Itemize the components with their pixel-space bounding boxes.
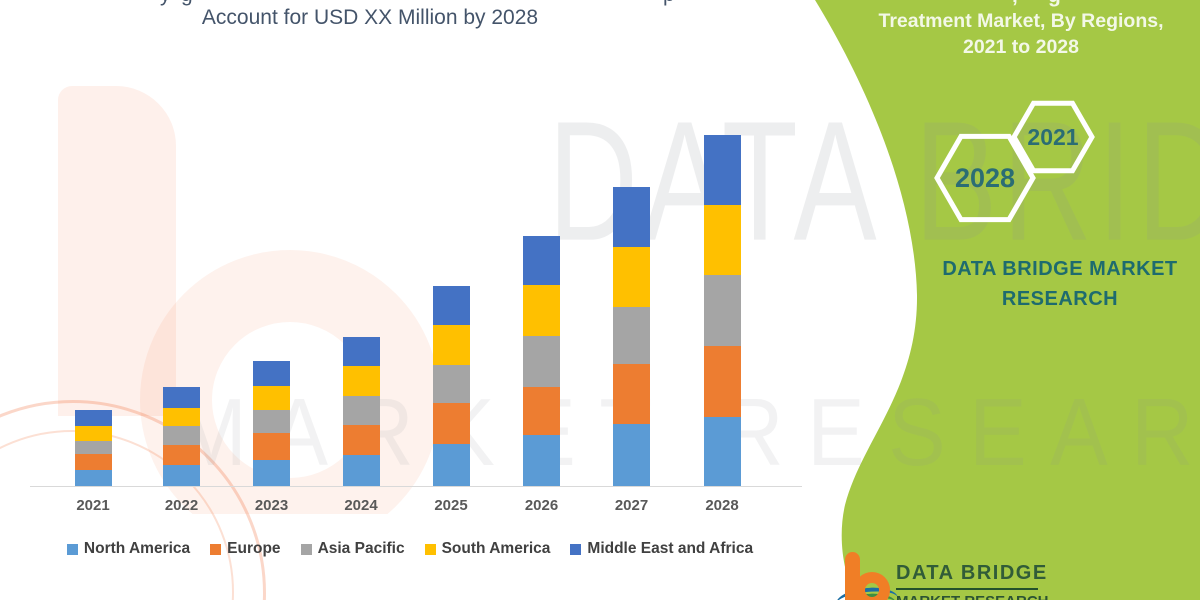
bar-segment-2026-europe [523, 387, 560, 435]
bar-segment-2023-europe [253, 433, 290, 460]
legend-swatch-icon [424, 543, 436, 555]
bar-segment-2024-north-america [342, 455, 380, 486]
bar-segment-2026-north-america [523, 435, 560, 486]
legend-swatch-icon [66, 543, 78, 555]
chart-title: Account for USD XX Million by 2028 [201, 6, 539, 29]
legend-item-middle-east-and-africa: Middle East and Africa [570, 540, 753, 558]
bar-segment-2028-europe [703, 346, 741, 417]
brand-text-line1: DATA BRIDGE MARKET [942, 258, 1178, 280]
bar-segment-2024-asia-pacific [342, 396, 380, 425]
bar-segment-2022-europe [163, 445, 200, 465]
legend-item-europe: Europe [210, 540, 281, 558]
clipped-title-fragment: g [181, 0, 193, 5]
legend-label: North America [83, 540, 191, 557]
legend-label: Europe [227, 540, 281, 557]
x-axis-label-2023: 2023 [254, 497, 289, 514]
side-panel-heading-line2: 2021 to 2028 [962, 36, 1079, 58]
bar-segment-2021-middle-east-and-africa [74, 410, 112, 426]
footer-brand-underline [896, 588, 1038, 590]
legend-swatch-icon [210, 543, 222, 555]
bar-segment-2021-asia-pacific [74, 441, 112, 454]
bar-segment-2023-asia-pacific [253, 410, 290, 433]
bar-segment-2027-south-america [613, 247, 650, 307]
side-panel-heading: Treatment Market, By Regions, 2021 to 20… [856, 8, 1186, 60]
bar-segment-2024-europe [342, 425, 380, 455]
bar-segment-2021-north-america [74, 470, 112, 486]
hexagon-2028-outline [934, 133, 1036, 223]
legend-label: Asia Pacific [317, 540, 405, 557]
legend-label: South America [441, 540, 551, 557]
bar-segment-2027-north-america [613, 424, 650, 486]
x-axis-label-2026: 2026 [524, 497, 559, 514]
bar-segment-2022-south-america [163, 408, 200, 426]
clipped-panel-heading-fragment: , [1012, 0, 1018, 6]
bar-segment-2025-south-america [432, 325, 470, 365]
footer-brand-name: DATA BRIDGE [896, 562, 1048, 584]
x-axis-line [30, 486, 802, 487]
bar-segment-2023-middle-east-and-africa [253, 361, 290, 386]
clipped-title-fragment: y [160, 0, 171, 5]
legend-item-north-america: North America [66, 540, 191, 558]
bar-segment-2027-middle-east-and-africa [613, 187, 650, 247]
footer-brand-line2-clipped: MARKET RESEARCH [896, 593, 1096, 600]
bar-segment-2025-asia-pacific [432, 365, 470, 403]
brand-text: DATA BRIDGE MARKET RESEARCH [920, 254, 1200, 314]
x-axis-label-2025: 2025 [434, 497, 468, 514]
bar-segment-2028-north-america [703, 417, 741, 486]
bar-segment-2025-middle-east-and-africa [432, 286, 470, 325]
bar-segment-2022-north-america [163, 465, 200, 486]
bar-segment-2021-south-america [74, 426, 112, 441]
bar-segment-2025-north-america [432, 444, 470, 486]
legend-item-south-america: South America [424, 540, 551, 558]
bar-segment-2023-north-america [253, 460, 290, 486]
clipped-panel-heading-fragment: g [1048, 0, 1061, 6]
legend-swatch-icon [300, 543, 312, 555]
side-panel-heading-line1: Treatment Market, By Regions, [878, 10, 1164, 32]
bar-segment-2028-south-america [703, 205, 741, 275]
logo-b-icon [854, 572, 890, 600]
x-axis-label-2027: 2027 [614, 497, 649, 514]
bar-segment-2027-europe [613, 364, 650, 424]
x-axis-label-2024: 2024 [344, 497, 378, 514]
x-axis-label-2021: 2021 [76, 497, 110, 514]
x-axis-label-2028: 2028 [705, 497, 739, 514]
clipped-title-fragment: p [663, 0, 675, 5]
bar-segment-2023-south-america [253, 386, 290, 410]
bar-segment-2026-south-america [523, 285, 560, 336]
legend-swatch-icon [570, 543, 582, 555]
bar-segment-2026-asia-pacific [523, 336, 560, 387]
bar-segment-2022-middle-east-and-africa [163, 387, 200, 408]
hexagon-2021-outline [1011, 100, 1095, 174]
bar-segment-2024-south-america [342, 366, 380, 396]
bar-segment-2027-asia-pacific [613, 307, 650, 364]
x-axis-label-2022: 2022 [164, 497, 199, 514]
bar-segment-2025-europe [432, 403, 470, 444]
legend-item-asia-pacific: Asia Pacific [300, 540, 405, 558]
brand-text-line2: RESEARCH [1001, 288, 1119, 310]
legend-label: Middle East and Africa [587, 540, 754, 557]
bar-segment-2021-europe [74, 454, 112, 470]
bar-segment-2022-asia-pacific [163, 426, 200, 445]
bar-segment-2028-asia-pacific [703, 275, 741, 346]
bar-segment-2026-middle-east-and-africa [523, 236, 560, 285]
chart-legend: North America Europe Asia Pacific South Ame… [30, 540, 790, 558]
bar-segment-2028-middle-east-and-africa [703, 135, 741, 205]
hexagon-2028-label: 2028 [955, 163, 1015, 193]
hexagon-2021-label: 2021 [1027, 124, 1078, 150]
year-hexagons: 2021 2028 [934, 100, 1095, 223]
footer-logo: DATA BRIDGE MARKET RESEARCH [834, 550, 1166, 600]
bar-segment-2024-middle-east-and-africa [342, 337, 380, 366]
